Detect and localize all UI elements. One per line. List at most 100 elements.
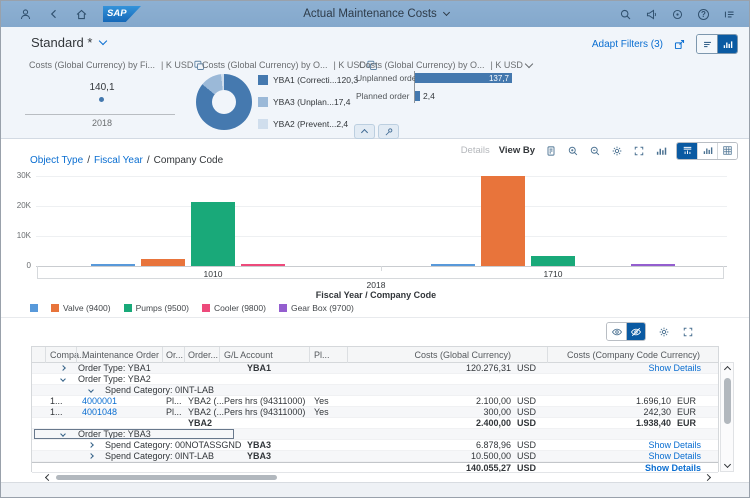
- pin-filterbar-button[interactable]: [378, 124, 399, 139]
- legend-item[interactable]: Gear Box (9700): [278, 303, 354, 313]
- help-icon[interactable]: ?: [697, 8, 710, 21]
- maintenance-order-link[interactable]: 4000001: [82, 396, 118, 406]
- expand-arrow-icon[interactable]: [60, 365, 66, 371]
- adapt-filters-button[interactable]: Adapt Filters (3): [591, 38, 663, 50]
- table-row[interactable]: Order Type: YBA3: [32, 429, 718, 440]
- chart-bar[interactable]: [141, 258, 185, 266]
- maintenance-order-link[interactable]: 4001048: [82, 407, 118, 417]
- breadcrumb-company-code: Company Code: [153, 155, 224, 166]
- legend-item[interactable]: Pumps (9500): [123, 303, 189, 313]
- dual-view-icon[interactable]: [193, 59, 205, 71]
- kpi-card-fiscal-year[interactable]: Costs (Global Currency) by Fi... | K USD…: [23, 57, 205, 133]
- chart-table-view-button[interactable]: [677, 142, 697, 159]
- settings-gear-icon[interactable]: [610, 144, 623, 157]
- table-row[interactable]: YBA2 2.400,00 USD 1.938,40 EUR: [32, 418, 718, 429]
- table-row[interactable]: Spend Category: 0INT-LAB YBA3 10.500,00 USD…: [32, 451, 718, 462]
- expand-arrow-icon[interactable]: [60, 376, 66, 382]
- legend-item[interactable]: Valve (9400): [51, 303, 111, 313]
- donut-legend: YBA1 (Correcti... 120,3 YBA3 (Unplan... 17,…: [258, 74, 358, 140]
- scroll-up-icon[interactable]: [723, 365, 732, 374]
- legend-item[interactable]: YBA3 (Unplan... 17,4: [258, 96, 351, 108]
- breadcrumb-fiscal-year[interactable]: Fiscal Year: [93, 155, 143, 166]
- hbar-bar[interactable]: 137,7: [415, 73, 512, 83]
- col-header-costs-company-code[interactable]: Costs (Company Code Currency): [566, 350, 700, 360]
- scroll-right-icon[interactable]: [703, 473, 712, 482]
- chart-bar[interactable]: [431, 264, 475, 266]
- variant-selector[interactable]: Standard *: [31, 35, 108, 50]
- visual-filter-button[interactable]: [717, 35, 737, 53]
- compact-filter-button[interactable]: [697, 35, 717, 53]
- col-header-pl[interactable]: Pl...: [314, 350, 330, 360]
- view-by-button[interactable]: View By: [498, 145, 535, 156]
- donut-chart[interactable]: [196, 74, 252, 130]
- col-header-costs-global[interactable]: Costs (Global Currency): [414, 350, 511, 360]
- legend-item[interactable]: [30, 304, 38, 312]
- table-row[interactable]: Spend Category: 0INT-LAB: [32, 385, 718, 396]
- show-values-eye-icon[interactable]: [607, 323, 626, 340]
- table-settings-gear-icon[interactable]: [657, 325, 670, 338]
- home-icon[interactable]: [75, 8, 88, 21]
- col-header-order[interactable]: Order...: [188, 350, 219, 360]
- cost-amount: 2.100,00: [475, 396, 511, 406]
- col-header-maintenance-order[interactable]: Maintenance Order: [82, 350, 160, 360]
- share-icon[interactable]: [673, 38, 686, 51]
- chart-view-button[interactable]: [697, 142, 717, 159]
- chart-bar[interactable]: [531, 256, 575, 266]
- horizontal-scroll-thumb[interactable]: [56, 475, 277, 480]
- legend-icon[interactable]: [544, 144, 557, 157]
- bar-chart-icon[interactable]: [654, 144, 667, 157]
- fullscreen-icon[interactable]: [632, 144, 645, 157]
- show-details-link[interactable]: Show Details: [648, 451, 701, 461]
- col-header-gl-account[interactable]: G/L Account: [224, 350, 273, 360]
- table-row[interactable]: Order Type: YBA2: [32, 374, 718, 385]
- col-header-company[interactable]: Compa...: [50, 350, 87, 360]
- chevron-down-icon[interactable]: [523, 59, 534, 71]
- kpi-card-order-type-donut[interactable]: Costs (Global Currency) by O... | K USD …: [196, 57, 377, 133]
- kpi-card-planning-bars[interactable]: Costs (Global Currency) by O... | K USD …: [353, 57, 534, 133]
- chart-bar[interactable]: [91, 263, 135, 266]
- chart-bar[interactable]: [241, 264, 285, 266]
- chart-bar[interactable]: [191, 201, 235, 266]
- expand-arrow-icon[interactable]: [88, 453, 94, 459]
- collapse-filterbar-button[interactable]: [354, 124, 375, 139]
- legend-item[interactable]: YBA2 (Prevent... 2,4: [258, 118, 348, 130]
- chart-bar[interactable]: [631, 264, 675, 266]
- vertical-scroll-thumb[interactable]: [724, 378, 731, 424]
- chart-bar[interactable]: [481, 176, 525, 266]
- show-details-link[interactable]: Show Details: [648, 440, 701, 450]
- me-area-icon[interactable]: [723, 8, 736, 21]
- details-button[interactable]: Details: [460, 145, 490, 156]
- dual-view-icon[interactable]: [366, 59, 378, 71]
- table-vertical-scrollbar[interactable]: [720, 362, 734, 472]
- expand-arrow-icon[interactable]: [88, 442, 94, 448]
- app-title-menu[interactable]: Actual Maintenance Costs: [1, 1, 749, 27]
- scroll-left-icon[interactable]: [44, 473, 53, 482]
- table-row[interactable]: Spend Category: 00NOTASSGND YBA3 6.878,96 U…: [32, 440, 718, 451]
- hbar-bar[interactable]: [415, 91, 420, 101]
- legend-item[interactable]: Cooler (9800): [201, 303, 266, 313]
- breadcrumb-object-type[interactable]: Object Type: [30, 155, 84, 166]
- data-point[interactable]: [99, 97, 104, 102]
- scroll-down-icon[interactable]: [723, 460, 732, 469]
- copilot-icon[interactable]: [671, 8, 684, 21]
- col-header-or[interactable]: Or...: [166, 350, 184, 360]
- zoom-in-icon[interactable]: [566, 144, 579, 157]
- search-icon[interactable]: [619, 8, 632, 21]
- table-view-button[interactable]: [717, 142, 737, 159]
- zoom-out-icon[interactable]: [588, 144, 601, 157]
- table-fullscreen-icon[interactable]: [681, 325, 694, 338]
- show-details-link[interactable]: Show Details: [648, 363, 701, 373]
- expand-arrow-icon[interactable]: [88, 387, 94, 393]
- table-row[interactable]: 1... 4000001 Pl... YBA2 (... Pers hrs (94311…: [32, 396, 718, 407]
- currency-code: USD: [517, 418, 537, 428]
- table-row[interactable]: 1... 4001048 Pl... YBA2 (... Pers hrs (94311…: [32, 407, 718, 418]
- table-row[interactable]: Order Type: YBA1 YBA1 120.276,31 USD Show De…: [32, 363, 718, 374]
- y-tick-label: 20K: [16, 201, 31, 210]
- show-details-link[interactable]: Show Details: [644, 463, 701, 473]
- hide-values-eye-slash-icon[interactable]: [626, 323, 645, 340]
- legend-item[interactable]: YBA1 (Correcti... 120,3: [258, 74, 358, 86]
- notifications-megaphone-icon[interactable]: [645, 8, 658, 21]
- person-icon[interactable]: [19, 8, 32, 21]
- table-horizontal-scrollbar[interactable]: [32, 472, 718, 482]
- back-icon[interactable]: [47, 8, 60, 21]
